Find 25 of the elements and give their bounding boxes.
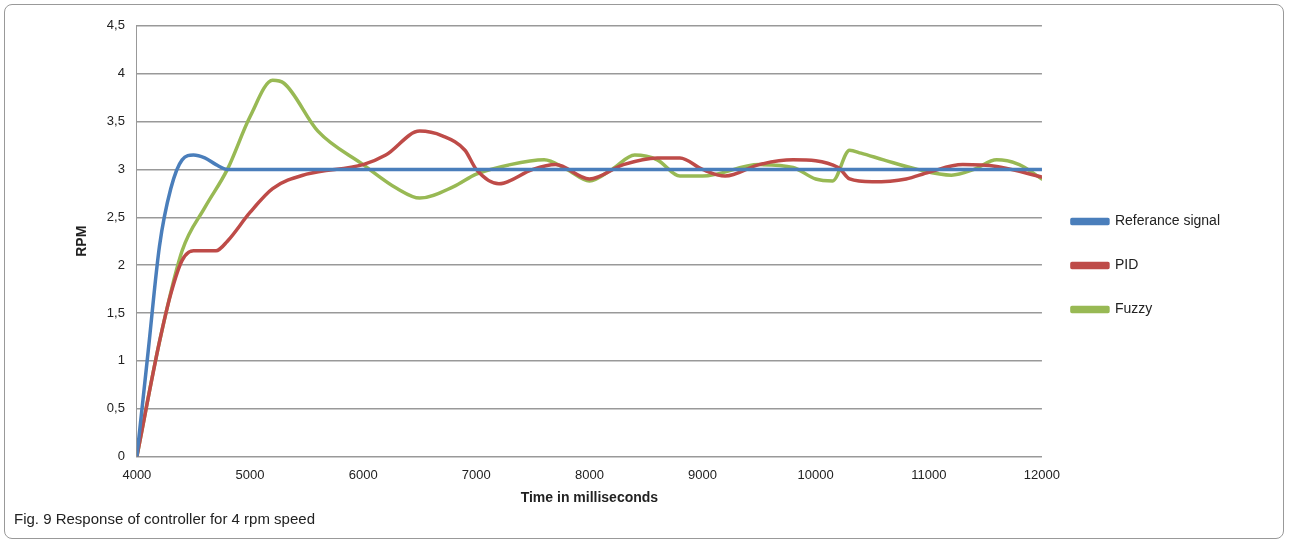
caption: Fig. 9 Response of controller for 4 rpm speed bbox=[14, 510, 315, 527]
x-tick-label: 12000 bbox=[1023, 466, 1061, 482]
x-axis-title: Time in milliseconds bbox=[520, 489, 659, 506]
y-axis-title: RPM bbox=[73, 225, 90, 257]
x-tick-label: 10000 bbox=[797, 466, 834, 482]
x-tick-label: 5000 bbox=[235, 466, 265, 482]
y-tick-label: 4,5 bbox=[106, 17, 125, 33]
x-tick-label: 4000 bbox=[122, 466, 152, 482]
legend-label: Fuzzy bbox=[1114, 300, 1153, 317]
legend-label: PID bbox=[1114, 256, 1139, 273]
legend-label: Referance signal bbox=[1114, 212, 1220, 229]
y-tick-label: 3,5 bbox=[106, 113, 125, 129]
x-tick-label: 9000 bbox=[688, 466, 717, 482]
x-tick-label: 7000 bbox=[461, 466, 491, 482]
y-tick-label: 3 bbox=[117, 160, 125, 176]
y-tick-label: 4 bbox=[117, 65, 125, 81]
x-tick-label: 8000 bbox=[574, 466, 604, 482]
y-tick-label: 0 bbox=[117, 448, 125, 464]
x-tick-label: 6000 bbox=[348, 466, 378, 482]
y-tick-label: 1,5 bbox=[106, 304, 125, 320]
y-tick-label: 1 bbox=[117, 352, 125, 368]
y-tick-label: 2 bbox=[117, 256, 125, 272]
y-tick-label: 2,5 bbox=[106, 208, 125, 224]
y-tick-label: 0,5 bbox=[106, 400, 125, 416]
x-tick-label: 11000 bbox=[911, 466, 947, 482]
